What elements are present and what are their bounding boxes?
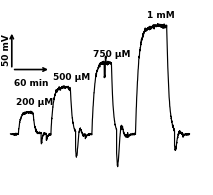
Text: 500 μM: 500 μM: [53, 74, 90, 82]
Text: 60 min: 60 min: [14, 79, 49, 88]
Text: 200 μM: 200 μM: [16, 98, 53, 107]
Text: 50 mV: 50 mV: [2, 34, 11, 66]
Text: 750 μM: 750 μM: [92, 50, 130, 59]
Text: 1 mM: 1 mM: [147, 11, 175, 20]
